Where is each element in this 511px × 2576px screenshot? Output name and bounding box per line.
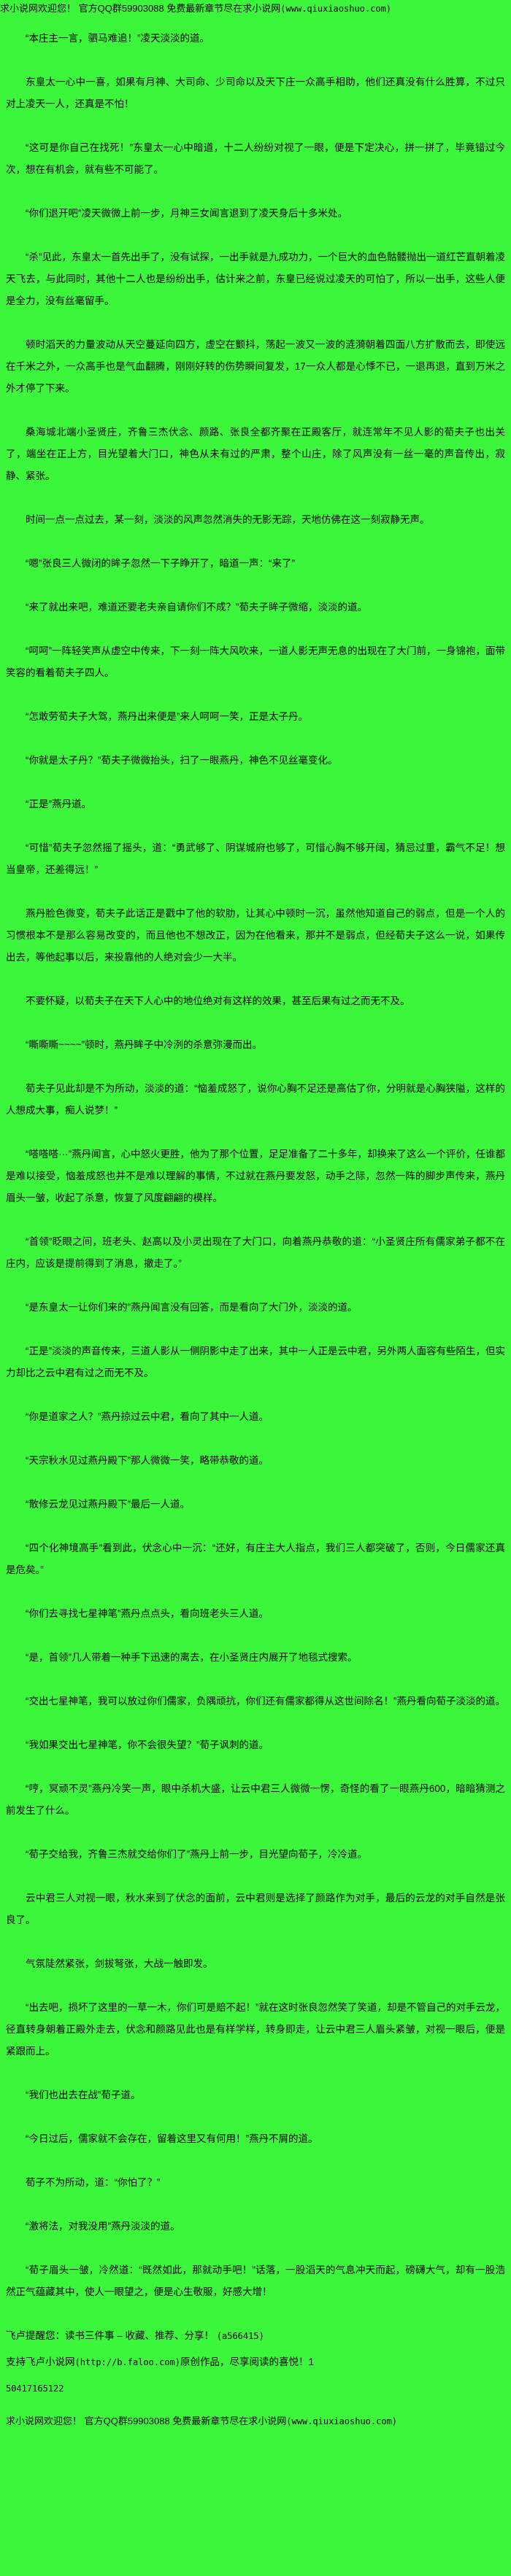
paragraph: “嗯”张良三人微闭的眸子忽然一下子睁开了，暗道一声：“来了” xyxy=(26,558,295,569)
paragraph: “交出七星神笔，我可以放过你们儒家，负隅顽抗，你们还有儒家都得从这世间除名！”燕… xyxy=(26,1696,505,1707)
support-suffix: 原创作品，尽享阅读的喜悦！1 xyxy=(180,2356,315,2367)
paragraph: “你就是太子丹？”荀夫子微微抬头，扫了一眼燕丹，神色不见丝毫变化。 xyxy=(26,755,338,766)
top-banner-url: (www.qiuxiaoshuo.com) xyxy=(280,4,392,14)
support-prefix: 支持飞卢小说网 xyxy=(6,2356,75,2367)
paragraph: “怎敢劳荀夫子大驾，燕丹出来便是”来人呵呵一笑，正是太子丹。 xyxy=(26,711,308,722)
paragraph: “激将法，对我没用”燕丹淡淡的道。 xyxy=(26,2221,180,2232)
paragraph: 时间一点一点过去，某一刻，淡淡的风声忽然消失的无影无踪，天地仿佛在这一刻寂静无声… xyxy=(26,514,430,525)
paragraph: “天宗秋水见过燕丹殿下”那人微微一笑，略带恭敬的道。 xyxy=(26,1455,269,1466)
paragraph: “正是”燕丹道。 xyxy=(26,799,91,810)
paragraph: “今日过后，儒家就不会存在，留着这里又有何用！”燕丹不屑的道。 xyxy=(26,2133,318,2144)
paragraph: “出去吧，损坏了这里的一草一木，你们可是赔不起！”就在这时张良忽然笑了笑道，却是… xyxy=(6,2002,505,2057)
bottom-site-banner: 求小说网欢迎您！ 官方QQ群59903088 免费最新章节尽在求小说网(www.… xyxy=(0,2404,511,2429)
paragraph: “我如果交出七星神笔，你不会很失望？”荀子讽刺的道。 xyxy=(26,1739,269,1750)
paragraph: “四个化神境高手”看到此，伏念心中一沉：“还好，有庄主大人指点，我们三人都突破了… xyxy=(6,1543,505,1575)
reminder-code: (a566415) xyxy=(216,2331,264,2341)
support-number: 50417165122 xyxy=(6,2383,64,2394)
paragraph: “呵呵”一阵轻笑声从虚空中传来，下一刻一阵大风吹来，一道人影无声无息的出现在了大… xyxy=(6,645,505,678)
paragraph: “荀子眉头一皱，冷然道：“既然如此，那就动手吧！”话落，一股滔天的气息冲天而起，… xyxy=(6,2265,505,2297)
paragraph: “你们退开吧”凌天微微上前一步，月神三女闻言退到了凌天身后十多米处。 xyxy=(26,208,347,219)
paragraph: 荀子不为所动，道：“你怕了？” xyxy=(26,2177,161,2188)
paragraph: 燕丹脸色微变，荀夫子此话正是戳中了他的软肋，让其心中顿时一沉，虽然他知道自己的弱… xyxy=(6,908,505,963)
top-banner-text: 求小说网欢迎您！ 官方QQ群59903088 免费最新章节尽在求小说网 xyxy=(0,3,281,14)
bottom-banner-text: 求小说网欢迎您！ 官方QQ群59903088 免费最新章节尽在求小说网 xyxy=(6,2416,287,2426)
paragraph: 气氛陡然紧张，剑拔弩张，大战一触即发。 xyxy=(26,1958,213,1969)
paragraph: “首领”眨眼之间，班老头、赵高以及小灵出现在了大门口，向着燕丹恭敬的道：“小圣贤… xyxy=(6,1236,505,1269)
paragraph: “本庄主一言，驷马难追！”凌天淡淡的道。 xyxy=(26,33,210,44)
paragraph: “散修云龙见过燕丹殿下”最后一人道。 xyxy=(26,1499,190,1510)
chapter-footer: 飞卢提醒您：读书三件事 – 收藏、推荐、分享！ (a566415) 支持飞卢小说… xyxy=(0,2325,511,2400)
top-site-banner: 求小说网欢迎您！ 官方QQ群59903088 免费最新章节尽在求小说网(www.… xyxy=(0,0,511,16)
paragraph: 桑海城北端小圣贤庄，齐鲁三杰伏念、颜路、张良全都齐聚在正殿客厅，就连常年不见人影… xyxy=(6,427,505,481)
chapter-content: “本庄主一言，驷马难追！”凌天淡淡的道。 东皇太一心中一喜，如果有月神、大司命、… xyxy=(0,20,511,2303)
paragraph: “嗒嗒嗒···”燕丹闻言，心中怒火更胜，他为了那个位置，足足准备了二十多年，却换… xyxy=(6,1149,505,1203)
paragraph: 东皇太一心中一喜，如果有月神、大司命、少司命以及天下庄一众高手相助，他们还真没有… xyxy=(6,77,505,109)
paragraph: “荀子交给我，齐鲁三杰就交给你们了”燕丹上前一步，目光望向荀子，冷冷道。 xyxy=(26,1849,367,1860)
paragraph: “杀”见此，东皇太一首先出手了，没有试探，一出手就是九成功力，一个巨大的血色骷髅… xyxy=(6,252,505,306)
paragraph: “你是道家之人？”燕丹掠过云中君，看向了其中一人道。 xyxy=(26,1411,269,1422)
paragraph: “是，首领”几人带着一种手下迅速的离去，在小圣贤庄内展开了地毯式搜索。 xyxy=(26,1652,358,1663)
support-line: 支持飞卢小说网(http://b.faloo.com)原创作品，尽享阅读的喜悦！… xyxy=(6,2351,505,2373)
support-url[interactable]: (http://b.faloo.com) xyxy=(74,2357,181,2367)
paragraph: “你们去寻找七星神笔”燕丹点点头，看向班老头三人道。 xyxy=(26,1608,269,1619)
paragraph: 顿时滔天的力量波动从天空蔓延向四方，虚空在颤抖，荡起一波又一波的涟漪朝着四面八方… xyxy=(6,339,505,394)
bottom-banner-url: (www.qiuxiaoshuo.com) xyxy=(286,2416,398,2426)
paragraph: “哼，冥顽不灵”燕丹冷笑一声，眼中杀机大盛，让云中君三人微微一愣，奇怪的看了一眼… xyxy=(6,1783,505,1816)
support-number-line: 50417165122 xyxy=(6,2378,505,2400)
paragraph: “是东皇太一让你们来的”燕丹闻言没有回答，而是看向了大门外，淡淡的道。 xyxy=(26,1302,358,1313)
paragraph: “这可是你自己在找死！”东皇太一心中暗道，十二人纷纷对视了一眼，便是下定决心，拼… xyxy=(6,142,505,175)
paragraph: “我们也出去在战”荀子道。 xyxy=(26,2090,141,2100)
paragraph: 不要怀疑，以荀夫子在天下人心中的地位绝对有这样的效果，甚至后果有过之而无不及。 xyxy=(26,996,410,1006)
paragraph: “来了就出来吧，难道还要老夫亲自请你们不成？”荀夫子眸子微缩，淡淡的道。 xyxy=(26,602,367,613)
reminder-text: 飞卢提醒您：读书三件事 – 收藏、推荐、分享！ xyxy=(6,2330,215,2341)
paragraph: “嘶嘶嘶~~~~”顿时，燕丹眸子中冷洌的杀意弥漫而出。 xyxy=(26,1039,263,1050)
paragraph: “正是”淡淡的声音传来，三道人影从一侧阴影中走了出来，其中一人正是云中君，另外两… xyxy=(6,1346,505,1378)
paragraph: 荀夫子见此却是不为所动，淡淡的道：“恼羞成怒了，说你心胸不足还是高估了你，分明就… xyxy=(6,1083,505,1116)
reminder-line: 飞卢提醒您：读书三件事 – 收藏、推荐、分享！ (a566415) xyxy=(6,2325,505,2347)
paragraph: “可惜”荀夫子忽然摇了摇头，道：“勇武够了、阴谋城府也够了，可惜心胸不够开阔，猜… xyxy=(6,842,505,875)
paragraph: 云中君三人对视一眼，秋水来到了伏念的面前，云中君则是选择了颜路作为对手，最后的云… xyxy=(6,1893,505,1925)
